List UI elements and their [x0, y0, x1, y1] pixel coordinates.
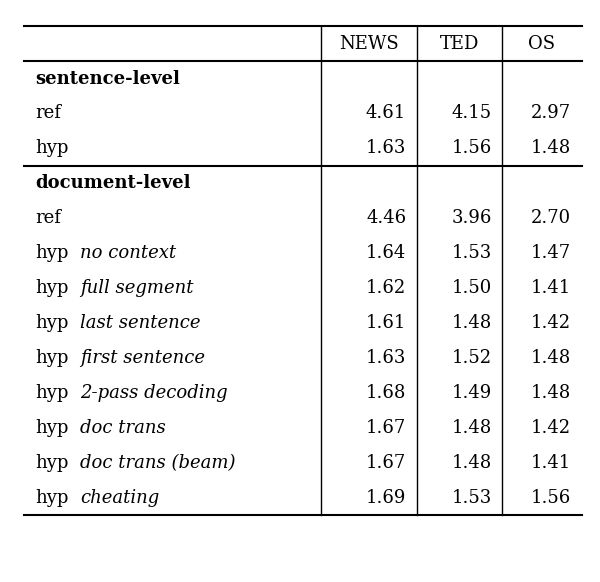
Text: doc trans (beam): doc trans (beam) [80, 454, 235, 471]
Text: full segment: full segment [80, 279, 193, 297]
Text: 1.48: 1.48 [531, 384, 571, 402]
Text: 1.63: 1.63 [366, 140, 406, 157]
Text: 1.42: 1.42 [531, 419, 571, 436]
Text: hyp: hyp [35, 419, 68, 436]
Text: first sentence: first sentence [80, 349, 205, 367]
Text: 1.61: 1.61 [366, 314, 406, 332]
Text: 1.49: 1.49 [452, 384, 492, 402]
Text: sentence-level: sentence-level [35, 70, 179, 87]
Text: 1.48: 1.48 [452, 454, 492, 471]
Text: 1.56: 1.56 [531, 489, 571, 506]
Text: 4.46: 4.46 [366, 210, 406, 227]
Text: hyp: hyp [35, 489, 68, 506]
Text: 1.41: 1.41 [531, 279, 571, 297]
Text: hyp: hyp [35, 140, 68, 157]
Text: 1.63: 1.63 [366, 349, 406, 367]
Text: 1.48: 1.48 [452, 419, 492, 436]
Text: 1.50: 1.50 [452, 279, 492, 297]
Text: 1.68: 1.68 [366, 384, 406, 402]
Text: no context: no context [80, 244, 176, 262]
Text: cheating: cheating [80, 489, 159, 506]
Text: 1.48: 1.48 [531, 349, 571, 367]
Text: 1.48: 1.48 [531, 140, 571, 157]
Text: TED: TED [440, 35, 479, 52]
Text: 2-pass decoding: 2-pass decoding [80, 384, 227, 402]
Text: 1.52: 1.52 [452, 349, 492, 367]
Text: 1.48: 1.48 [452, 314, 492, 332]
Text: 1.41: 1.41 [531, 454, 571, 471]
Text: 1.47: 1.47 [531, 244, 571, 262]
Text: OS: OS [528, 35, 556, 52]
Text: hyp: hyp [35, 454, 68, 471]
Text: 1.42: 1.42 [531, 314, 571, 332]
Text: hyp: hyp [35, 384, 68, 402]
Text: 2.97: 2.97 [531, 105, 571, 122]
Text: 1.69: 1.69 [366, 489, 406, 506]
Text: ref: ref [35, 105, 61, 122]
Text: doc trans: doc trans [80, 419, 166, 436]
Text: hyp: hyp [35, 349, 68, 367]
Text: hyp: hyp [35, 244, 68, 262]
Text: 1.67: 1.67 [366, 419, 406, 436]
Text: hyp: hyp [35, 314, 68, 332]
Text: 1.56: 1.56 [452, 140, 492, 157]
Text: 1.53: 1.53 [452, 244, 492, 262]
Text: 2.70: 2.70 [531, 210, 571, 227]
Text: 1.64: 1.64 [366, 244, 406, 262]
Text: hyp: hyp [35, 279, 68, 297]
Text: ref: ref [35, 210, 61, 227]
Text: 1.62: 1.62 [366, 279, 406, 297]
Text: 1.67: 1.67 [366, 454, 406, 471]
Text: 4.15: 4.15 [452, 105, 492, 122]
Text: 4.61: 4.61 [366, 105, 406, 122]
Text: last sentence: last sentence [80, 314, 200, 332]
Text: 3.96: 3.96 [452, 210, 492, 227]
Text: NEWS: NEWS [339, 35, 399, 52]
Text: document-level: document-level [35, 175, 190, 192]
Text: 1.53: 1.53 [452, 489, 492, 506]
